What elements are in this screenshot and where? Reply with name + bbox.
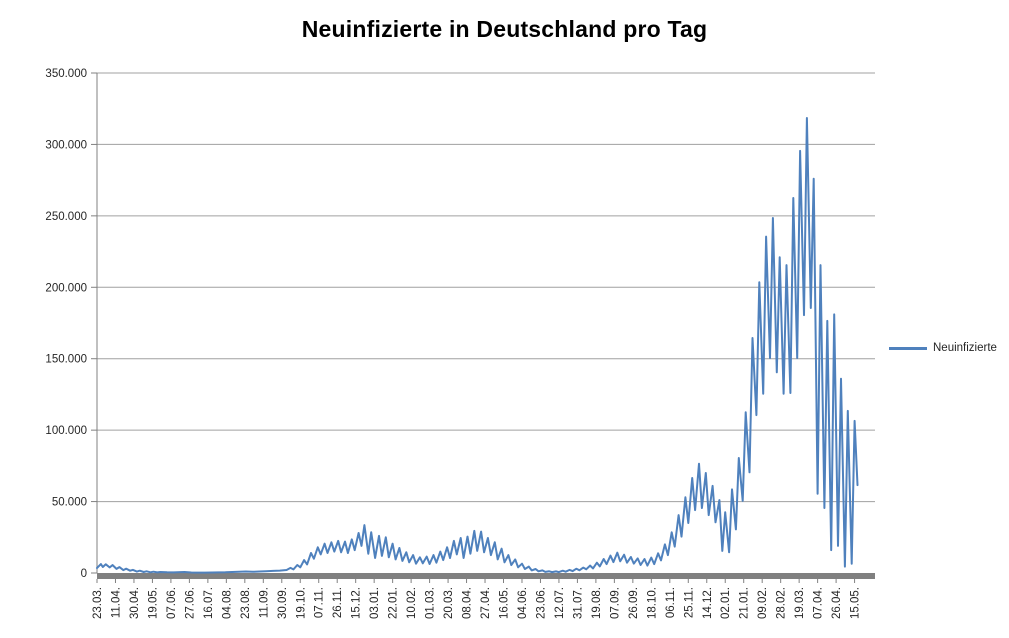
- x-tick-label: 18.10.: [646, 587, 658, 619]
- legend: Neuinfizierte: [889, 342, 997, 354]
- x-tick-label: 26.09.: [628, 587, 640, 619]
- x-tick-label: 23.06.: [535, 587, 547, 619]
- x-tick-label: 07.04.: [813, 587, 825, 619]
- x-tick-label: 30.09.: [277, 587, 289, 619]
- x-tick-label: 19.03.: [794, 587, 806, 619]
- x-tick-label: 27.06.: [184, 587, 196, 619]
- x-tick-label: 28.02.: [776, 587, 788, 619]
- x-tick-label: 15.05.: [850, 587, 862, 619]
- x-tick-label: 16.07.: [203, 587, 215, 619]
- x-tick-label: 11.09.: [258, 587, 270, 618]
- y-tick-label: 250.000: [45, 211, 87, 223]
- x-tick-label: 19.10.: [295, 587, 307, 619]
- x-tick-label: 22.01.: [388, 587, 400, 619]
- x-tick-label: 07.06.: [166, 587, 178, 619]
- x-tick-label: 02.01.: [720, 587, 732, 619]
- x-tick-label: 04.06.: [517, 587, 529, 619]
- x-tick-label: 27.04.: [480, 587, 492, 619]
- x-tick-label: 11.04.: [110, 587, 122, 618]
- x-tick-label: 15.12.: [351, 587, 363, 619]
- y-tick-label: 100.000: [45, 425, 87, 437]
- y-tick-label: 300.000: [45, 139, 87, 151]
- x-tick-label: 25.11.: [683, 587, 695, 618]
- x-tick-label: 16.05.: [499, 587, 511, 619]
- x-tick-label: 21.01.: [739, 587, 751, 619]
- x-tick-label: 30.04.: [129, 587, 141, 619]
- x-tick-label: 09.02.: [757, 587, 769, 619]
- x-tick-label: 03.01.: [369, 587, 381, 619]
- chart-title: Neuinfizierte in Deutschland pro Tag: [301, 16, 708, 42]
- y-tick-label: 200.000: [45, 282, 87, 294]
- x-tick-label: 12.07.: [554, 587, 566, 619]
- x-axis-bar: [97, 573, 875, 579]
- x-tick-label: 06.11.: [665, 587, 677, 618]
- x-tick-label: 23.03.: [92, 587, 104, 619]
- y-tick-label: 350.000: [45, 68, 87, 80]
- y-tick-label: 0: [81, 568, 87, 580]
- y-tick-label: 150.000: [45, 354, 87, 366]
- y-tick-label: 50.000: [52, 497, 87, 509]
- x-tick-label: 23.08.: [240, 587, 252, 619]
- series-line: [96, 117, 859, 574]
- x-tick-label: 19.08.: [591, 587, 603, 619]
- x-tick-label: 01.03.: [425, 587, 437, 619]
- x-tick-label: 04.08.: [221, 587, 233, 619]
- x-tick-label: 10.02.: [406, 587, 418, 619]
- x-tick-label: 31.07.: [572, 587, 584, 619]
- legend-label: Neuinfizierte: [933, 342, 997, 354]
- x-tick-label: 26.04.: [831, 587, 843, 619]
- x-tick-label: 14.12.: [702, 587, 714, 619]
- x-tick-label: 08.04.: [462, 587, 474, 619]
- x-tick-label: 07.09.: [609, 587, 621, 619]
- x-tick-label: 19.05.: [147, 587, 159, 619]
- x-tick-label: 20.03.: [443, 587, 455, 619]
- x-tick-label: 07.11.: [314, 587, 326, 618]
- legend-line-swatch: [889, 346, 927, 350]
- x-tick-label: 26.11.: [332, 587, 344, 618]
